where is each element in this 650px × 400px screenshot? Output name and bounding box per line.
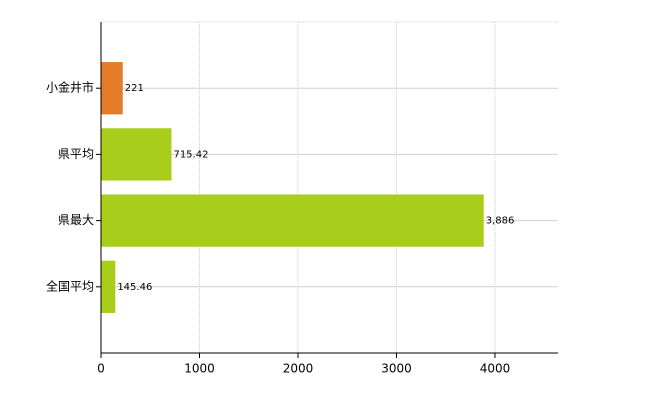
- bar: [101, 194, 484, 247]
- bar: [101, 260, 116, 313]
- x-tick-label: 0: [97, 362, 105, 376]
- y-tick-label: 小金井市: [46, 80, 94, 95]
- x-tick-label: 3000: [381, 362, 412, 376]
- bar: [101, 128, 172, 181]
- x-tick-label: 2000: [283, 362, 314, 376]
- value-label: 3,886: [486, 216, 515, 227]
- x-tick-label: 4000: [480, 362, 511, 376]
- y-tick-label: 全国平均: [46, 278, 94, 293]
- value-label: 221: [125, 83, 144, 94]
- y-tick-label: 県平均: [58, 147, 94, 161]
- y-tick-label: 県最大: [58, 213, 94, 227]
- x-tick-label: 1000: [184, 362, 215, 376]
- value-label: 715.42: [173, 149, 208, 160]
- bar: [101, 62, 123, 115]
- value-label: 145.46: [117, 282, 152, 293]
